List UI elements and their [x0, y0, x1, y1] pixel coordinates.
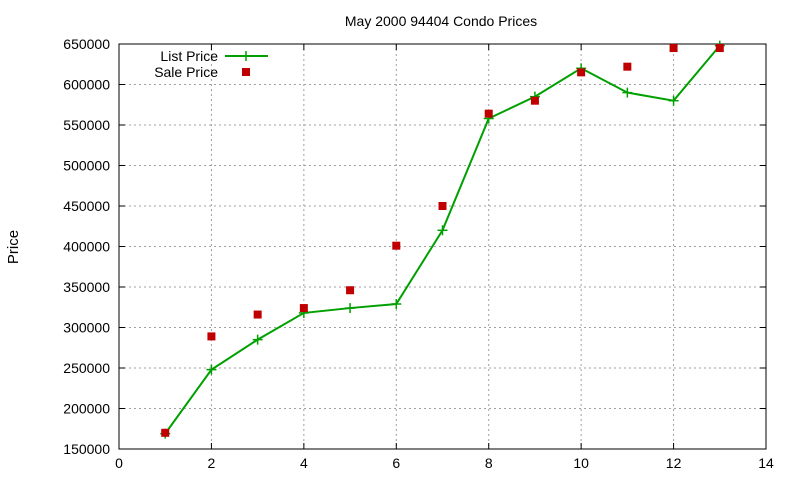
y-axis-label: Price [5, 230, 22, 264]
legend-label: List Price [160, 48, 218, 64]
x-tick-label: 0 [115, 455, 123, 471]
series-list-price [160, 40, 725, 439]
y-tick-label: 500000 [63, 158, 110, 174]
data-point [623, 62, 632, 71]
legend-label: Sale Price [154, 64, 218, 80]
data-point [669, 44, 678, 53]
series-sale-price [161, 44, 724, 437]
x-tick-label: 14 [758, 455, 774, 471]
legend-item: List Price [160, 48, 268, 64]
legend-item: Sale Price [154, 64, 250, 80]
data-point [622, 87, 633, 98]
series-line [164, 44, 721, 435]
data-point [346, 286, 355, 295]
data-point [437, 225, 448, 236]
data-point [715, 44, 724, 53]
grid [119, 44, 766, 449]
data-point [299, 304, 308, 313]
y-tick-label: 450000 [63, 198, 110, 214]
data-point [345, 303, 356, 314]
x-tick-label: 4 [300, 455, 308, 471]
y-tick-label: 400000 [63, 239, 110, 255]
y-tick-label: 200000 [63, 401, 110, 417]
x-tick-label: 10 [573, 455, 589, 471]
data-point [392, 241, 401, 250]
x-tick-label: 6 [392, 455, 400, 471]
y-tick-label: 150000 [63, 441, 110, 457]
x-tick-label: 8 [485, 455, 493, 471]
x-tick-label: 2 [208, 455, 216, 471]
y-tick-label: 350000 [63, 279, 110, 295]
axes: 0 2 4 6 8 10 12 14 150000 200000 250000 300000 35000… [63, 36, 774, 471]
plot-frame [118, 43, 767, 450]
data-point [484, 109, 493, 118]
x-tick-label: 12 [666, 455, 682, 471]
data-point [438, 202, 447, 210]
data-point [530, 96, 539, 105]
data-point [207, 332, 216, 341]
chart-title: May 2000 94404 Condo Prices [345, 13, 537, 29]
y-tick-label: 250000 [63, 360, 110, 376]
y-tick-label: 650000 [63, 36, 110, 52]
series [160, 40, 725, 439]
legend-marker [242, 68, 250, 76]
y-tick-label: 300000 [63, 320, 110, 336]
data-point [206, 364, 217, 375]
y-tick-label: 550000 [63, 117, 110, 133]
legend-marker [241, 51, 251, 61]
data-point [253, 310, 262, 319]
data-point [577, 68, 586, 77]
data-point [668, 95, 679, 106]
data-point [161, 428, 170, 437]
y-tick-label: 600000 [63, 77, 110, 93]
data-point [391, 299, 402, 310]
data-point [252, 334, 263, 345]
